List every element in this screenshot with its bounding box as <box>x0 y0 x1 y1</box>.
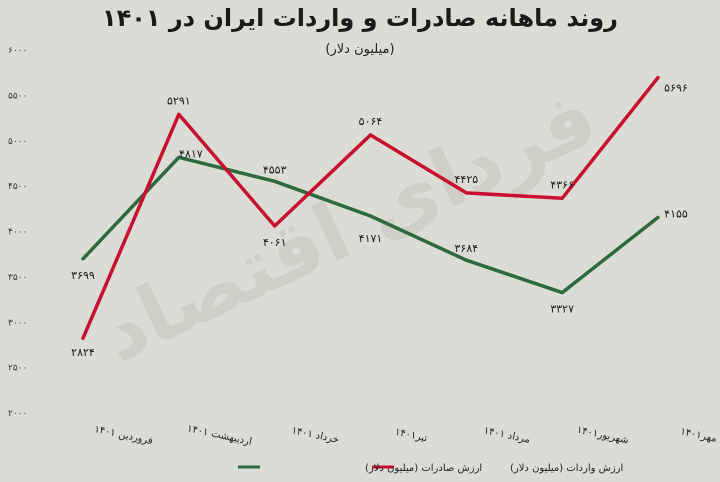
exports-data-label: ۴۱۵۵ <box>664 207 688 220</box>
y-tick-label: ۴۰۰۰ <box>8 228 27 238</box>
y-tick-label: ۲۰۰۰ <box>8 409 27 419</box>
x-tick-label: اردیبهشت ۱۴۰۱ <box>186 423 253 447</box>
y-tick-label: ۵۵۰۰ <box>8 91 27 101</box>
y-tick-label: ۵۰۰۰ <box>8 137 27 147</box>
chart-subtitle: (میلیون دلار) <box>325 42 395 57</box>
x-tick-label: مهر۱۴۰۱ <box>679 426 717 444</box>
x-tick-label: فروردین ۱۴۰۱ <box>93 424 154 447</box>
imports-data-label: ۵۲۹۱ <box>167 94 191 107</box>
y-tick-label: ۲۵۰۰ <box>8 364 27 374</box>
x-tick-label: شهریور۱۴۰۱ <box>576 425 630 447</box>
imports-data-label: ۴۴۲۵ <box>455 173 479 186</box>
imports-data-label: ۵۰۶۴ <box>359 115 383 128</box>
imports-data-label: ۵۶۹۶ <box>664 82 688 95</box>
legend-label-imports: ارزش واردات (میلیون دلار) <box>510 463 623 474</box>
exports-data-label: ۳۶۹۹ <box>71 269 95 282</box>
legend: ارزش واردات (میلیون دلار) ارزش صادرات (می… <box>238 463 623 474</box>
imports-line <box>81 75 660 340</box>
imports-data-label: ۴۰۶۱ <box>263 236 287 249</box>
data-labels: ۳۶۹۹ ۴۸۱۷ ۴۵۵۳ ۴۱۷۱ ۳۶۸۴ ۳۳۲۷ ۴۱۵۵ ۲۸۲۴ ۵۲۹۱ ۴۰۶۱… <box>71 82 688 360</box>
imports-data-label: ۲۸۲۴ <box>71 346 95 359</box>
x-tick-label: مرداد ۱۴۰۱ <box>483 425 531 446</box>
series-lines <box>81 75 660 340</box>
x-tick-label: تیر۱۴۰۱ <box>394 427 429 445</box>
legend-label-exports: ارزش صادرات (میلیون دلار) <box>365 463 482 474</box>
y-tick-label: ۳۵۰۰ <box>8 273 27 283</box>
watermark-text: فردای اقتصاد <box>87 70 611 381</box>
imports-data-label: ۴۳۶۶ <box>550 178 574 191</box>
y-tick-label: ۳۰۰۰ <box>8 318 27 328</box>
y-tick-label: ۴۵۰۰ <box>8 182 27 192</box>
x-axis: فروردین ۱۴۰۱ اردیبهشت ۱۴۰۱ خرداد ۱۴۰۱ تیر۱۴… <box>93 423 717 447</box>
exports-line <box>81 155 660 295</box>
exports-data-label: ۳۳۲۷ <box>550 303 574 316</box>
y-tick-label: ۶۰۰۰ <box>8 46 27 56</box>
exports-data-label: ۴۱۷۱ <box>359 232 383 245</box>
exports-data-label: ۴۸۱۷ <box>179 147 203 160</box>
y-axis: ۲۰۰۰ ۲۵۰۰ ۳۰۰۰ ۳۵۰۰ ۴۰۰۰ ۴۵۰۰ ۵۰۰۰ ۵۵۰۰ ۶۰۰۰ <box>8 46 27 419</box>
exports-data-label: ۳۶۸۴ <box>455 242 479 255</box>
exports-data-label: ۴۵۵۳ <box>263 163 287 176</box>
x-tick-label: خرداد ۱۴۰۱ <box>291 425 340 446</box>
chart-title: روند ماهانه صادرات و واردات ایران در ۱۴۰… <box>101 4 618 32</box>
